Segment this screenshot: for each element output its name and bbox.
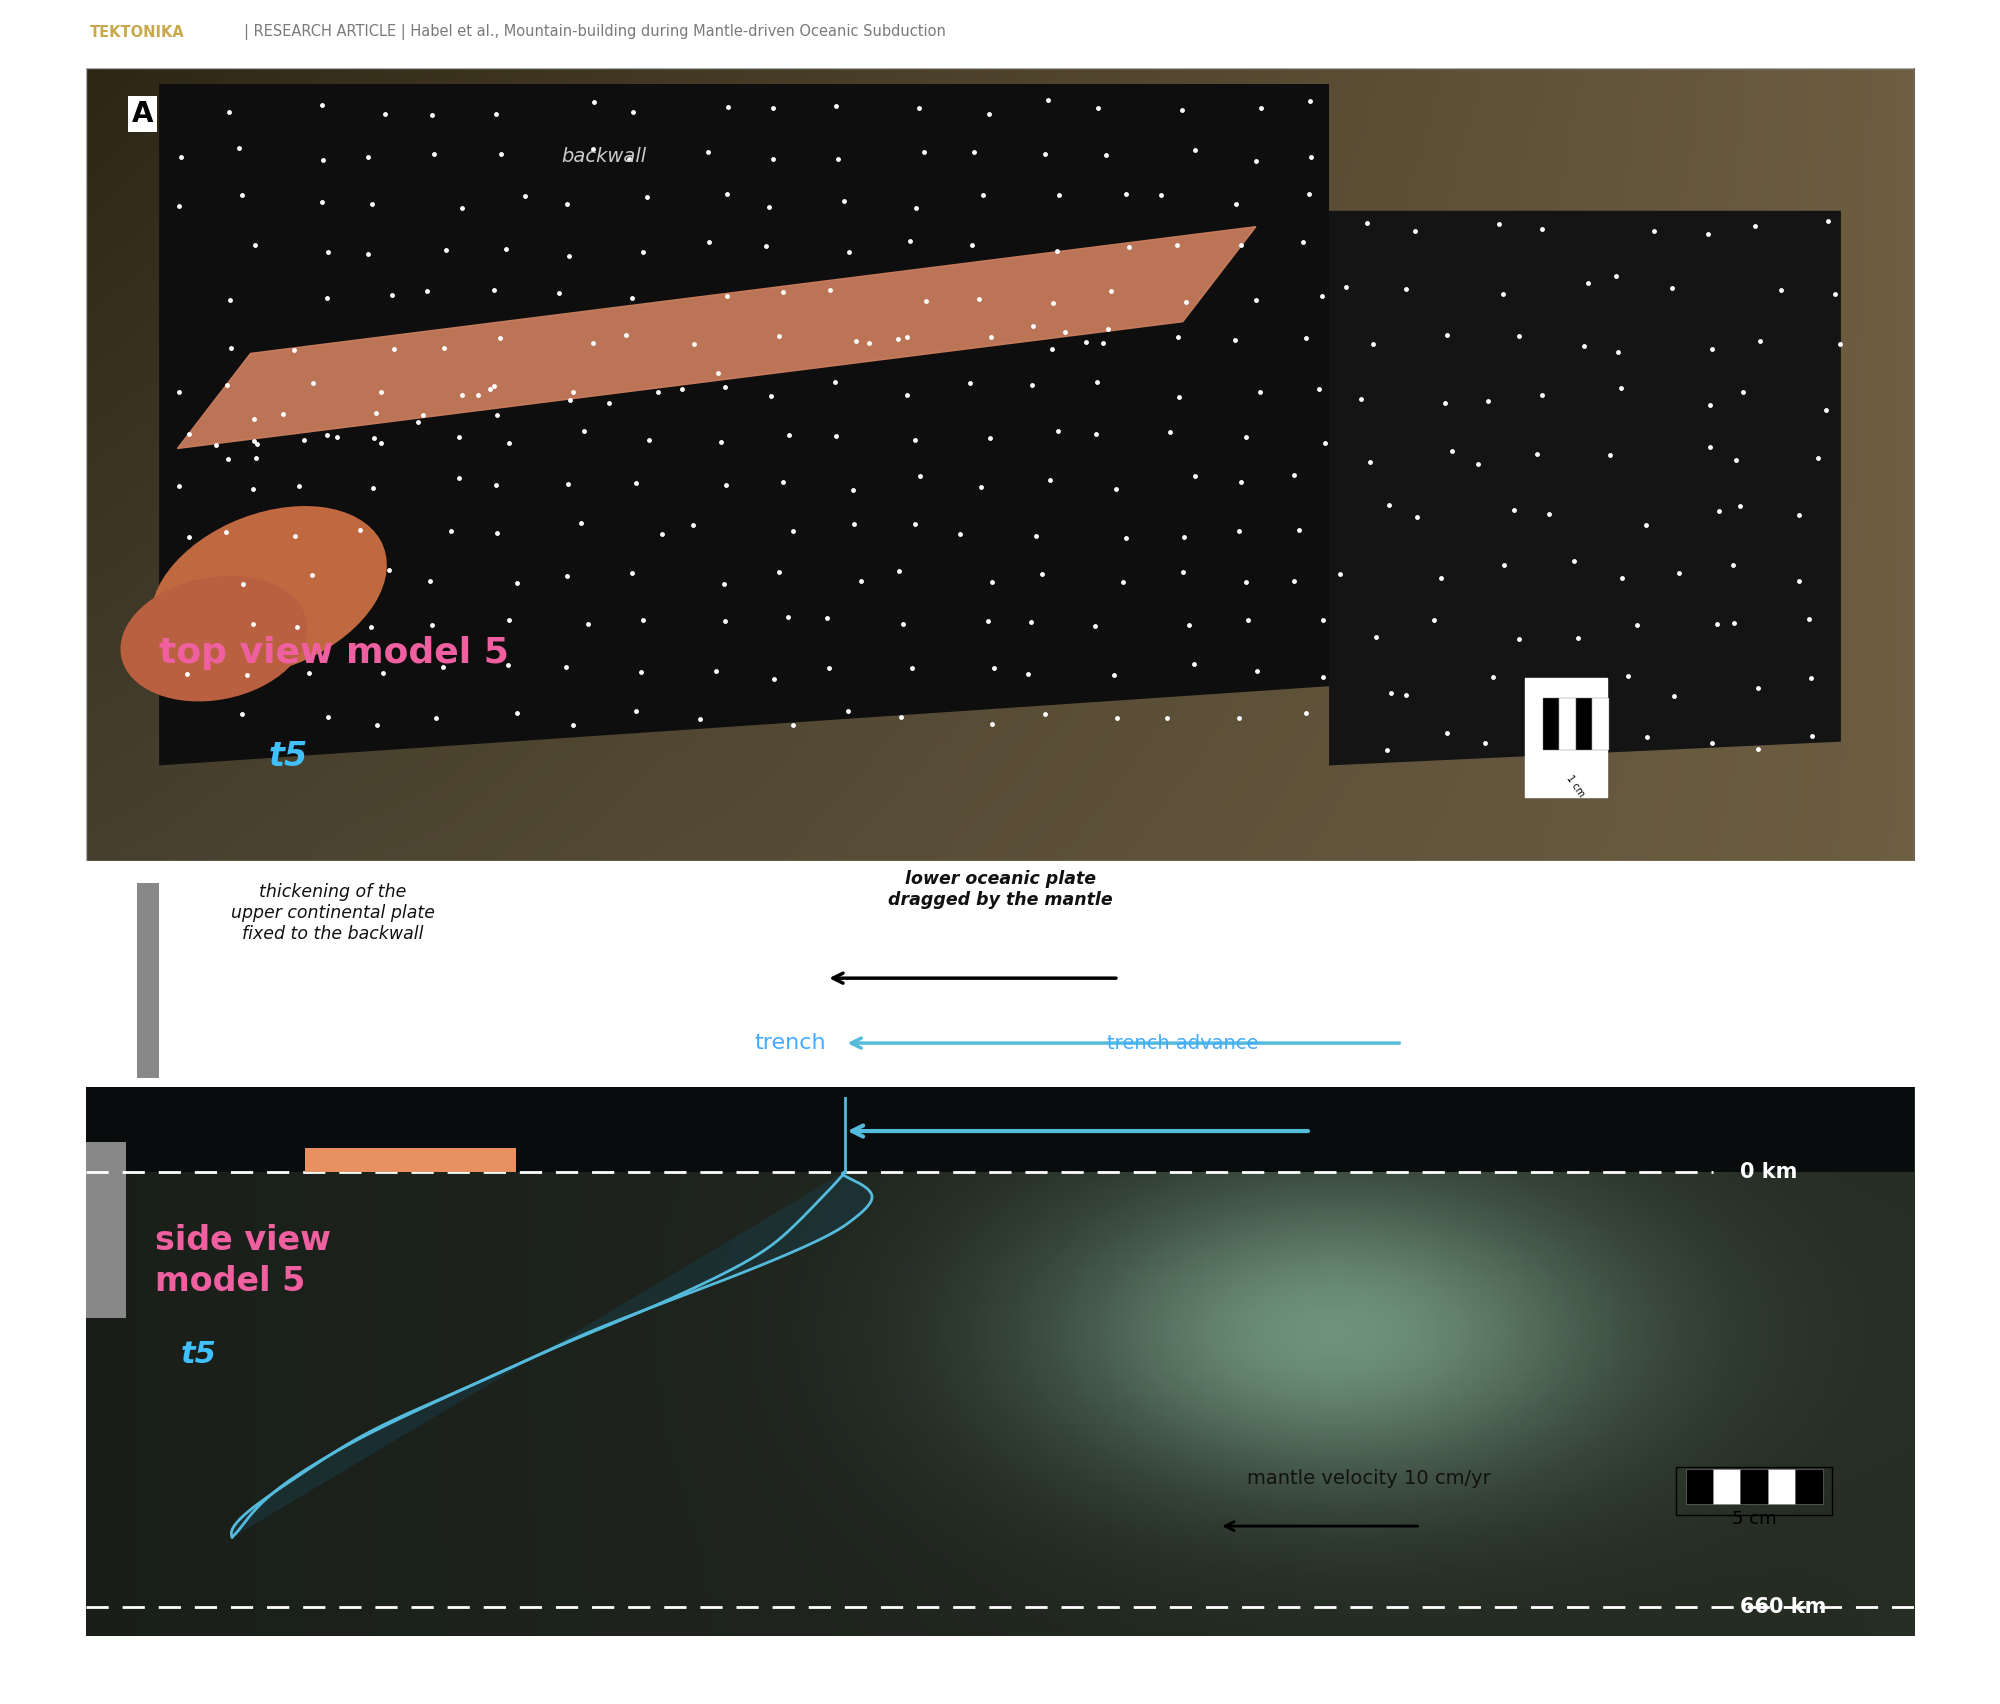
Bar xyxy=(1768,1469,1796,1505)
Text: top view model 5: top view model 5 xyxy=(160,636,508,670)
Text: TEKTONIKA: TEKTONIKA xyxy=(90,26,184,39)
Text: 1 cm: 1 cm xyxy=(1564,774,1586,799)
Bar xyxy=(138,883,160,1077)
Bar xyxy=(86,1142,126,1317)
Text: t5: t5 xyxy=(182,1339,216,1368)
Text: 5 cm: 5 cm xyxy=(1732,1510,1776,1528)
Text: side view
model 5: side view model 5 xyxy=(156,1223,332,1298)
Bar xyxy=(1524,678,1606,797)
Text: thickening of the
upper continental plate
fixed to the backwall: thickening of the upper continental plat… xyxy=(230,883,434,942)
Text: trench advance: trench advance xyxy=(1108,1034,1258,1053)
Text: t5: t5 xyxy=(268,740,308,774)
Bar xyxy=(1576,699,1592,750)
Polygon shape xyxy=(1330,211,1840,765)
Bar xyxy=(1740,1469,1768,1505)
Text: backwall: backwall xyxy=(562,148,646,167)
Bar xyxy=(1542,699,1560,750)
Bar xyxy=(1712,1469,1740,1505)
Text: lower oceanic plate
dragged by the mantle: lower oceanic plate dragged by the mantl… xyxy=(888,871,1112,908)
Bar xyxy=(1796,1469,1822,1505)
Polygon shape xyxy=(178,227,1256,448)
Polygon shape xyxy=(160,83,1330,765)
Text: trench: trench xyxy=(754,1033,826,1053)
Text: | RESEARCH ARTICLE | Habel et al., Mountain-building during Mantle-driven Oceani: | RESEARCH ARTICLE | Habel et al., Mount… xyxy=(244,24,946,41)
Bar xyxy=(1560,699,1576,750)
Ellipse shape xyxy=(120,576,308,702)
Bar xyxy=(1686,1469,1712,1505)
Polygon shape xyxy=(232,1172,872,1537)
Bar xyxy=(306,1147,516,1172)
Text: mantle velocity 10 cm/yr: mantle velocity 10 cm/yr xyxy=(1246,1469,1490,1488)
Text: A: A xyxy=(132,101,154,128)
Text: 0 km: 0 km xyxy=(1740,1162,1798,1183)
Bar xyxy=(86,1087,1914,1172)
Ellipse shape xyxy=(150,506,386,676)
Text: 660 km: 660 km xyxy=(1740,1597,1826,1617)
Bar xyxy=(1592,699,1608,750)
Bar xyxy=(1676,1467,1832,1515)
